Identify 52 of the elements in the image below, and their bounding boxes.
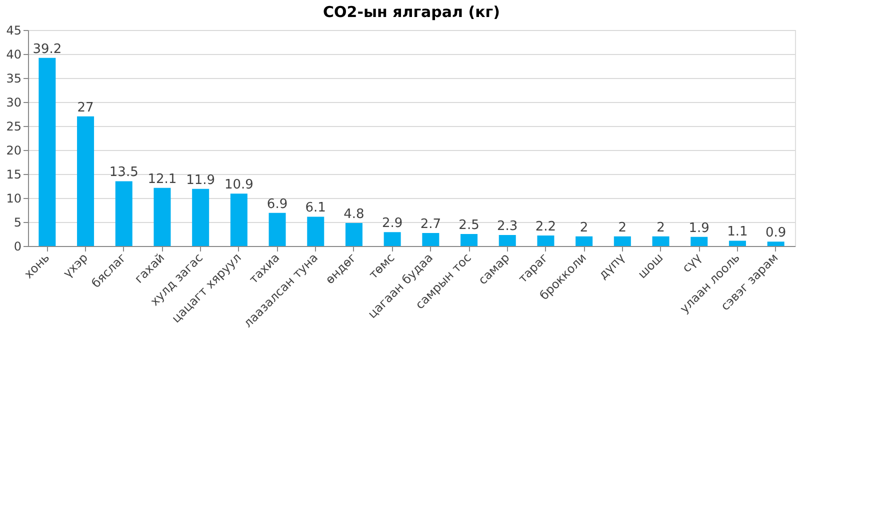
data-label: 2.7 bbox=[420, 217, 442, 232]
data-label: 2 bbox=[656, 220, 665, 236]
y-tick-label: 40 bbox=[6, 48, 22, 62]
data-label: 2.9 bbox=[382, 216, 403, 232]
chart-title: CO2-ын ялгарал (кг) bbox=[323, 3, 500, 21]
data-label: 13.5 bbox=[109, 165, 138, 180]
y-tick-label: 10 bbox=[6, 192, 22, 206]
data-label: 6.1 bbox=[305, 200, 326, 216]
bar bbox=[767, 242, 784, 246]
bar bbox=[38, 58, 56, 246]
data-label: 2.5 bbox=[458, 218, 480, 233]
bar bbox=[537, 235, 554, 246]
y-tick-label: 30 bbox=[6, 96, 22, 110]
data-label: 0.9 bbox=[765, 226, 786, 241]
bar bbox=[154, 188, 171, 246]
bar bbox=[384, 232, 401, 246]
bar bbox=[230, 194, 248, 246]
data-label: 6.9 bbox=[266, 196, 288, 212]
bar bbox=[728, 240, 746, 246]
bar bbox=[345, 222, 362, 246]
bar bbox=[460, 234, 478, 246]
bar bbox=[576, 236, 593, 246]
bar bbox=[614, 236, 631, 246]
bar bbox=[422, 233, 440, 246]
y-tick-label: 45 bbox=[6, 24, 22, 38]
data-label: 2.3 bbox=[497, 218, 518, 234]
data-label: 12.1 bbox=[148, 172, 177, 187]
data-label: 10.9 bbox=[224, 178, 254, 193]
y-tick-label: 20 bbox=[6, 144, 22, 158]
y-tick-label: 5 bbox=[14, 216, 22, 230]
data-label: 1.1 bbox=[727, 224, 748, 240]
data-label: 1.9 bbox=[688, 220, 710, 236]
data-label: 2.2 bbox=[535, 219, 556, 234]
bar bbox=[690, 236, 708, 246]
y-tick-label: 0 bbox=[14, 240, 22, 254]
y-tick-label: 25 bbox=[6, 120, 22, 134]
y-tick-label: 35 bbox=[6, 72, 22, 86]
bar bbox=[115, 181, 132, 246]
y-tick-label: 15 bbox=[6, 168, 22, 182]
bar bbox=[268, 212, 286, 246]
bar bbox=[77, 116, 94, 246]
bar bbox=[498, 234, 516, 246]
data-label: 27 bbox=[77, 100, 94, 116]
bar bbox=[307, 216, 324, 246]
data-label: 4.8 bbox=[344, 206, 364, 222]
data-label: 11.9 bbox=[186, 172, 216, 188]
x-tick-label: сүү bbox=[679, 250, 704, 276]
bar bbox=[192, 188, 210, 246]
bar bbox=[652, 236, 670, 246]
data-label: 39.2 bbox=[32, 42, 62, 57]
data-label: 2 bbox=[580, 220, 588, 236]
data-label: 2 bbox=[618, 220, 627, 236]
